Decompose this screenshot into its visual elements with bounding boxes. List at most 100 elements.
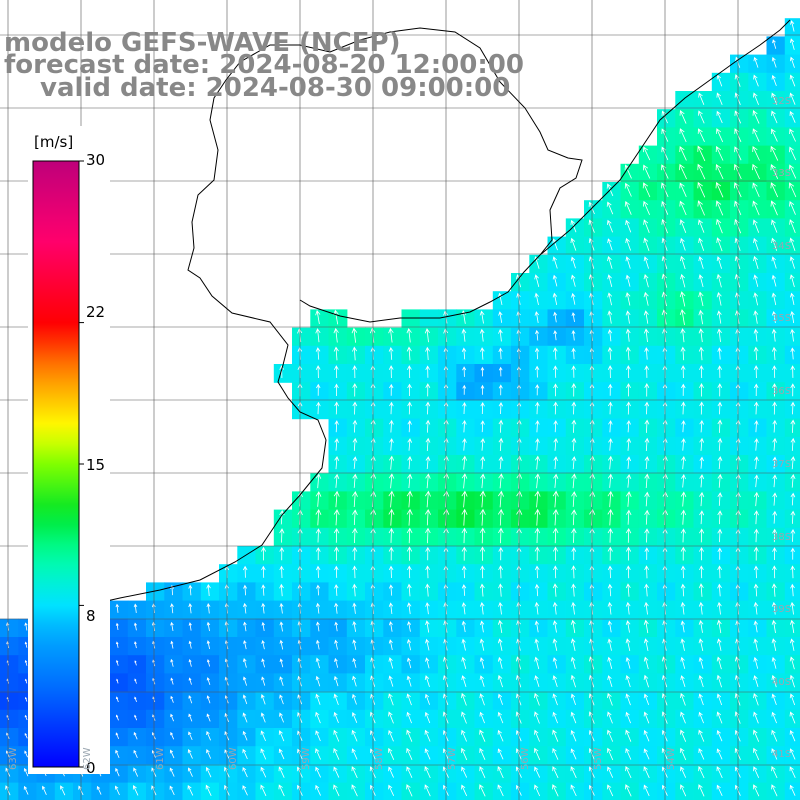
wind-cell: [565, 582, 585, 602]
wind-cell: [164, 782, 184, 800]
wind-cell: [693, 291, 713, 310]
wind-cell: [584, 364, 603, 383]
wind-cell: [602, 273, 622, 292]
wind-cell: [146, 691, 165, 711]
wind-arrow: [279, 621, 284, 632]
wind-cell: [547, 273, 567, 292]
wind-arrow: [716, 656, 722, 670]
wind-cell: [620, 673, 640, 693]
wind-arrow: [242, 658, 247, 668]
wind-cell: [730, 109, 749, 128]
wind-cell: [730, 546, 749, 565]
wind-arrow: [552, 601, 558, 615]
wind-cell: [584, 637, 603, 656]
wind-arrow: [425, 602, 430, 615]
wind-arrow: [480, 473, 486, 489]
wind-cell: [328, 637, 348, 656]
wind-arrow: [42, 785, 47, 795]
wind-cell: [565, 600, 585, 620]
wind-cell: [693, 728, 713, 747]
wind-arrow: [753, 491, 760, 507]
wind-cell: [456, 746, 476, 765]
wind-cell: [711, 182, 731, 201]
wind-cell: [365, 418, 384, 438]
wind-cell: [766, 364, 786, 383]
wind-arrow: [552, 747, 559, 760]
wind-cell: [766, 473, 786, 492]
wind-cell: [292, 709, 311, 729]
wind-cell: [438, 546, 457, 565]
wind-cell: [784, 218, 800, 238]
wind-cell: [675, 436, 695, 456]
wind-cell: [602, 182, 622, 201]
wind-cell: [584, 273, 603, 292]
wind-cell: [310, 327, 330, 347]
wind-arrow: [462, 401, 467, 415]
wind-arrow: [24, 641, 28, 648]
wind-cell: [638, 600, 658, 620]
wind-arrow: [790, 510, 796, 524]
wind-cell: [693, 527, 713, 547]
wind-cell: [748, 364, 768, 383]
wind-cell: [784, 200, 800, 219]
wind-cell: [419, 764, 439, 784]
wind-cell: [511, 527, 530, 547]
wind-cell: [657, 527, 676, 547]
wind-arrow: [607, 238, 613, 251]
wind-cell: [748, 746, 768, 765]
wind-cell: [620, 200, 640, 219]
wind-arrow: [789, 766, 796, 778]
wind-arrow: [535, 420, 540, 433]
wind-cell: [401, 327, 421, 347]
wind-arrow: [626, 365, 631, 379]
wind-arrow: [388, 639, 393, 650]
wind-arrow: [716, 291, 722, 306]
wind-arrow: [461, 747, 468, 761]
wind-cell: [547, 236, 567, 256]
wind-cell: [255, 564, 275, 583]
wind-cell: [675, 327, 695, 347]
wind-arrow: [571, 383, 577, 397]
wind-cell: [365, 764, 384, 784]
wind-arrow: [333, 509, 340, 526]
wind-cell: [292, 782, 311, 800]
wind-arrow: [552, 675, 558, 688]
wind-cell: [273, 364, 293, 383]
wind-arrow: [388, 346, 394, 360]
wind-cell: [419, 345, 439, 365]
wind-arrow: [644, 565, 650, 579]
wind-cell: [657, 273, 676, 292]
wind-cell: [310, 673, 330, 693]
wind-arrow: [170, 640, 174, 649]
wind-cell: [602, 473, 622, 492]
wind-cell: [109, 764, 129, 784]
wind-cell: [602, 728, 622, 747]
wind-arrow: [334, 383, 339, 396]
wind-arrow: [333, 527, 340, 543]
wind-cell: [547, 564, 567, 583]
wind-arrow: [115, 749, 120, 759]
wind-arrow: [388, 546, 394, 561]
wind-arrow: [278, 784, 285, 797]
wind-cell: [602, 527, 622, 547]
wind-cell: [346, 582, 366, 602]
wind-cell: [711, 637, 731, 656]
lat-label-38s: 38S: [772, 532, 792, 543]
wind-cell: [273, 655, 293, 674]
wind-cell: [383, 655, 403, 674]
wind-arrow: [607, 329, 613, 342]
wind-cell: [602, 491, 622, 511]
wind-arrow: [279, 658, 284, 668]
wind-cell: [602, 691, 622, 711]
wind-cell: [328, 618, 348, 638]
wind-arrow: [644, 456, 650, 470]
wind-cell: [474, 618, 494, 638]
wind-cell: [474, 509, 494, 529]
wind-cell: [784, 309, 800, 329]
wind-cell: [127, 691, 147, 711]
wind-cell: [675, 509, 695, 529]
wind-cell: [109, 600, 129, 620]
wind-arrow: [243, 640, 247, 650]
wind-arrow: [406, 766, 413, 778]
wind-cell: [529, 364, 549, 383]
